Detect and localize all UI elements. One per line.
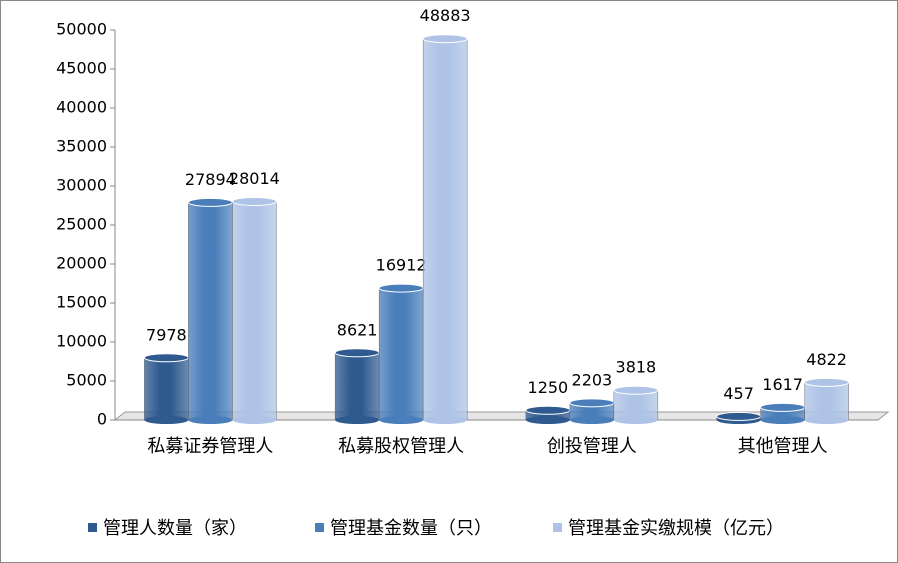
- y-tick-label: 50000: [56, 20, 107, 39]
- bar-cap: [378, 283, 424, 293]
- data-label: 4822: [806, 350, 847, 369]
- legend-swatch: [88, 523, 97, 532]
- bar-base: [613, 416, 658, 424]
- bar: [334, 352, 380, 421]
- bar: [804, 382, 849, 421]
- bar: [188, 202, 233, 421]
- data-label: 3818: [616, 358, 657, 377]
- bar-cap: [187, 197, 233, 207]
- bar-cap: [569, 398, 615, 408]
- data-label: 1617: [762, 375, 803, 394]
- data-label: 48883: [420, 6, 471, 25]
- x-tick-label: 创投管理人: [547, 436, 637, 457]
- data-label: 2203: [572, 370, 613, 389]
- y-tick-label: 5000: [66, 371, 107, 390]
- x-tick-label: 私募证券管理人: [147, 436, 273, 457]
- data-label: 457: [723, 384, 754, 403]
- bar: [378, 287, 424, 421]
- bar-cap: [760, 402, 806, 412]
- bar-base: [569, 416, 614, 424]
- bar-base: [188, 416, 233, 424]
- legend-swatch: [315, 523, 324, 532]
- y-tick-label: 35000: [56, 137, 107, 156]
- bar-base: [525, 416, 570, 424]
- bar-cap: [804, 377, 850, 387]
- bar-cap: [716, 411, 762, 421]
- data-label: 1250: [528, 378, 569, 397]
- y-tick-label: 0: [97, 410, 107, 429]
- y-tick-label: 25000: [56, 215, 107, 234]
- bar-cap: [143, 353, 189, 363]
- x-tick-label: 其他管理人: [738, 436, 828, 457]
- bar: [144, 357, 189, 421]
- y-tick-label: 10000: [56, 332, 107, 351]
- y-tick-label: 15000: [56, 293, 107, 312]
- bar: [232, 201, 277, 421]
- legend-label: 管理人数量（家）: [103, 518, 247, 539]
- legend-swatch: [553, 523, 562, 532]
- data-label: 27894: [185, 170, 236, 189]
- y-tick-label: 45000: [56, 59, 107, 78]
- bar-cap: [231, 196, 277, 206]
- bar-base: [760, 416, 805, 424]
- legend-label: 管理基金数量（只）: [330, 518, 492, 539]
- data-label: 16912: [376, 256, 427, 275]
- bar-base: [804, 416, 849, 424]
- y-tick-label: 30000: [56, 176, 107, 195]
- data-label: 8621: [337, 320, 378, 339]
- bar-cap: [613, 385, 659, 395]
- x-tick-label: 私募股权管理人: [338, 436, 464, 457]
- bar-base: [423, 416, 468, 424]
- bar-base: [335, 416, 380, 424]
- data-label: 28014: [229, 169, 280, 188]
- legend-label: 管理基金实缴规模（亿元）: [568, 518, 784, 539]
- bar: [422, 38, 468, 421]
- bar-base: [379, 416, 424, 424]
- y-tick-label: 40000: [56, 98, 107, 117]
- bar-cap: [422, 34, 468, 44]
- bar-cap: [525, 405, 571, 415]
- y-tick-label: 20000: [56, 254, 107, 273]
- bar-base: [232, 416, 277, 424]
- data-label: 7978: [146, 325, 187, 344]
- bar-base: [144, 416, 189, 424]
- bar-cap: [334, 348, 380, 358]
